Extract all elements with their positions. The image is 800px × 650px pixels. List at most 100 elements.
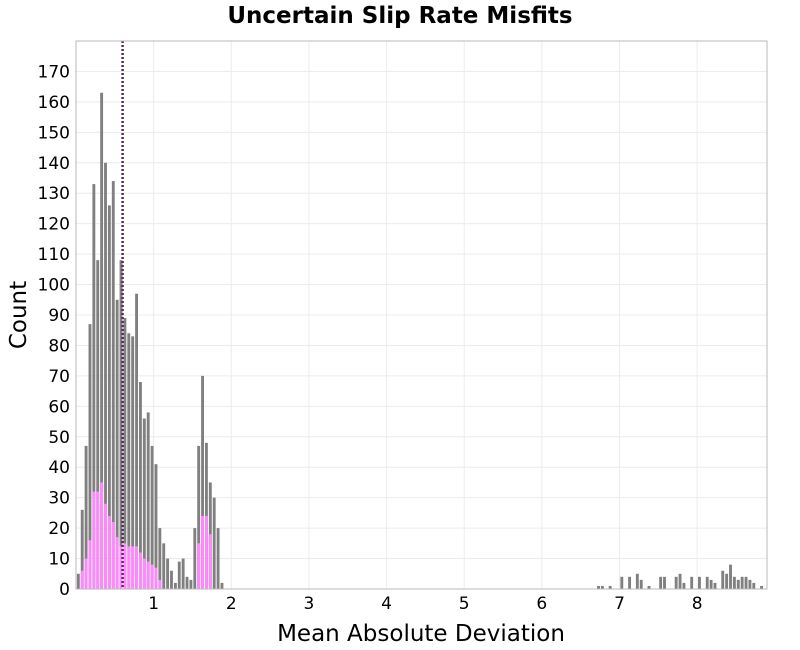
bar-series1-1 xyxy=(80,509,84,589)
x-tick-label-3: 3 xyxy=(304,594,315,614)
bar-series1-57 xyxy=(725,573,729,589)
x-tick-label-1: 1 xyxy=(148,594,159,614)
bar-series1-29 xyxy=(189,579,193,589)
grid-lines xyxy=(76,41,767,590)
bar-series2-11 xyxy=(123,543,127,589)
bar-series1-20 xyxy=(154,464,158,589)
bar-series1-50 xyxy=(682,582,686,589)
bar-series2-23 xyxy=(204,515,208,589)
bar-series1-56 xyxy=(721,570,725,589)
bar-series1-41 xyxy=(620,576,624,589)
bar-series1-37 xyxy=(220,582,224,589)
bar-series1-25 xyxy=(173,582,177,589)
bar-series2-13 xyxy=(131,546,135,589)
bar-series2-9 xyxy=(115,537,119,589)
y-tick-label-70: 70 xyxy=(48,367,70,387)
bar-series1-9 xyxy=(111,181,115,590)
bar-series1-18 xyxy=(146,412,150,589)
bar-series2-4 xyxy=(96,491,100,589)
bar-series1-60 xyxy=(736,579,740,589)
bar-series1-32 xyxy=(201,375,204,589)
y-tick-label-100: 100 xyxy=(38,276,70,296)
y-tick-label-50: 50 xyxy=(48,428,70,448)
bar-series1-36 xyxy=(216,528,220,589)
bar-series1-19 xyxy=(150,445,154,589)
y-tick-label-30: 30 xyxy=(48,489,70,509)
bar-series1-62 xyxy=(744,576,748,589)
bar-series1-58 xyxy=(729,564,732,589)
bar-series1-31 xyxy=(197,445,201,589)
bar-series1-51 xyxy=(690,576,694,589)
bar-series1-2 xyxy=(84,445,88,589)
bar-series1-22 xyxy=(162,543,166,589)
bar-series2-14 xyxy=(135,546,139,589)
bar-series1-39 xyxy=(600,585,604,589)
bar-series1-30 xyxy=(193,528,197,589)
bar-series2-22 xyxy=(201,515,204,589)
bar-series1-44 xyxy=(639,579,643,589)
bar-series2-6 xyxy=(104,503,107,589)
bar-series1-21 xyxy=(158,528,162,589)
bar-series1-3 xyxy=(88,324,92,589)
bar-series1-16 xyxy=(139,381,142,589)
y-tick-label-160: 160 xyxy=(38,93,70,113)
bar-series2-15 xyxy=(139,552,142,589)
bar-series2-0 xyxy=(80,570,84,589)
bar-series2-7 xyxy=(107,515,111,589)
bar-series1-27 xyxy=(181,558,185,589)
bar-series2-18 xyxy=(150,564,154,589)
y-tick-label-40: 40 xyxy=(48,458,70,478)
x-tick-label-8: 8 xyxy=(692,594,703,614)
x-tick-labels: 1 2 3 4 5 6 7 8 xyxy=(148,594,702,614)
bar-series1-17 xyxy=(142,418,146,589)
bar-series1-15 xyxy=(135,293,139,589)
bar-series2-24 xyxy=(208,534,212,589)
bar-series1-42 xyxy=(628,576,632,589)
bar-series1-65 xyxy=(760,585,764,589)
y-tick-labels: 0 10 20 30 40 50 60 70 80 90 100 110 120 130 140 150 160… xyxy=(38,62,70,600)
y-tick-label-0: 0 xyxy=(59,580,70,600)
bar-series1-10 xyxy=(115,299,119,589)
bar-series1-53 xyxy=(705,576,709,589)
bar-series1-63 xyxy=(748,579,752,589)
bar-series2-8 xyxy=(111,522,115,589)
bar-series2-20 xyxy=(158,579,162,589)
bar-series1-5 xyxy=(96,260,100,589)
bar-series1-45 xyxy=(647,585,651,589)
bar-series1-12 xyxy=(123,318,127,589)
bar-series1-11 xyxy=(119,260,123,589)
bar-series2-21 xyxy=(197,543,201,589)
bar-series1-13 xyxy=(127,333,131,589)
y-tick-label-130: 130 xyxy=(38,184,70,204)
y-tick-label-20: 20 xyxy=(48,519,70,539)
bar-series2-3 xyxy=(92,491,96,589)
bar-series1-38 xyxy=(597,585,600,589)
bar-series1-4 xyxy=(92,184,96,590)
bar-series1-49 xyxy=(678,573,682,589)
x-tick-label-6: 6 xyxy=(536,594,547,614)
bar-series1-26 xyxy=(177,561,181,589)
y-tick-label-140: 140 xyxy=(38,154,70,174)
y-tick-label-80: 80 xyxy=(48,336,70,356)
y-axis-label: Count xyxy=(6,281,32,349)
y-tick-label-150: 150 xyxy=(38,123,70,143)
bar-series1-28 xyxy=(185,576,189,589)
bar-series1-48 xyxy=(674,576,678,589)
y-tick-label-90: 90 xyxy=(48,306,70,326)
bar-series1-59 xyxy=(732,576,736,589)
x-tick-label-2: 2 xyxy=(226,594,237,614)
bar-series1-64 xyxy=(752,582,756,589)
bar-series2-16 xyxy=(142,558,146,589)
bar-series1-46 xyxy=(659,576,663,589)
bar-series2-12 xyxy=(127,546,131,589)
bar-series1-52 xyxy=(698,576,701,589)
bar-series1-43 xyxy=(635,573,639,589)
bar-series1-7 xyxy=(104,162,107,589)
x-tick-label-4: 4 xyxy=(381,594,392,614)
bar-series2-5 xyxy=(100,482,104,589)
x-axis-label: Mean Absolute Deviation xyxy=(277,621,565,647)
bar-series2-2 xyxy=(88,540,92,589)
bar-series1-47 xyxy=(663,576,666,589)
chart-title: Uncertain Slip Rate Misfits xyxy=(227,3,572,29)
